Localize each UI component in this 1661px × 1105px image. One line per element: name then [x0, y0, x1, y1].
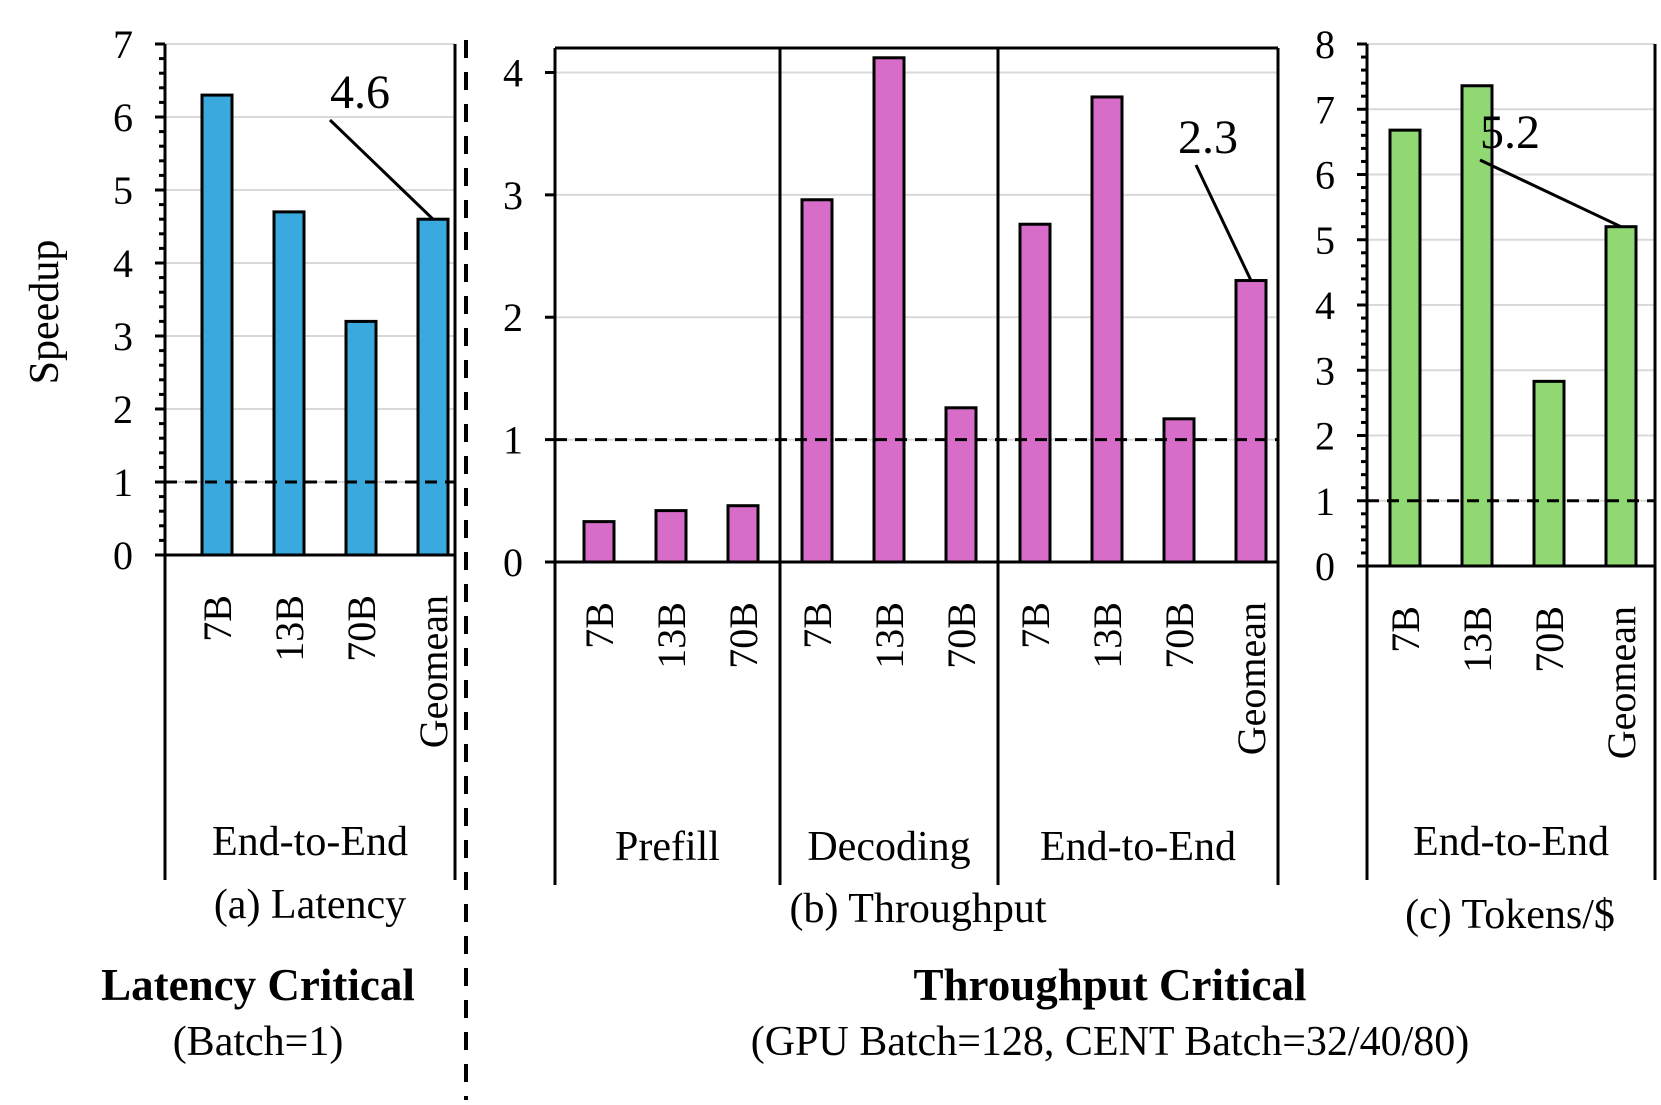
- annotation-leader: [1479, 158, 1622, 229]
- x-tick-label: 70B: [1527, 606, 1572, 673]
- panel-latency: 0 1 2 3 4 5 6 7 7B 13B 70B Geomean End-to-End 4.6 (a) …: [113, 22, 457, 928]
- bar: [872, 56, 906, 564]
- x-tick-label: 7B: [577, 602, 622, 649]
- bar: [654, 509, 688, 564]
- panel-caption: (a) Latency: [214, 882, 406, 928]
- bar: [272, 210, 306, 557]
- x-tick-label: 13B: [1455, 606, 1500, 673]
- bar: [582, 520, 616, 564]
- y-tick-label: 0: [113, 533, 133, 578]
- y-tick-label: 0: [503, 540, 523, 585]
- y-tick-label: 3: [113, 314, 133, 359]
- bar: [344, 319, 378, 557]
- x-tick-label: Geomean: [1599, 606, 1644, 759]
- x-tick-label: 13B: [1085, 602, 1130, 669]
- group-label: End-to-End: [212, 819, 408, 865]
- x-tick-label: 13B: [867, 602, 912, 669]
- y-tick-label: 5: [1315, 218, 1335, 263]
- group-label: Decoding: [807, 824, 970, 870]
- annotation-label: 2.3: [1178, 111, 1238, 164]
- y-tick-label: 7: [1315, 87, 1335, 132]
- y-tick-label: 3: [1315, 348, 1335, 393]
- group-label: End-to-End: [1413, 819, 1609, 865]
- x-tick-label: 70B: [1157, 602, 1202, 669]
- annotation-leader: [1194, 164, 1253, 282]
- y-tick-label: 1: [1315, 479, 1335, 524]
- panel-tokens-per-dollar: 0 1 2 3 4 5 6 7 8 7B 13B 70B Geomean End-to-End 5.2 (c)…: [1315, 22, 1657, 938]
- group-label: End-to-End: [1040, 824, 1236, 870]
- bar: [200, 93, 234, 557]
- throughput-critical-title: Throughput Critical: [914, 960, 1307, 1010]
- y-tick-label: 5: [113, 168, 133, 213]
- panel-caption: (b) Throughput: [789, 886, 1046, 932]
- bar: [1604, 225, 1638, 568]
- y-tick-label: 1: [503, 418, 523, 463]
- x-tick-label: 70B: [721, 602, 766, 669]
- x-tick-label: 13B: [649, 602, 694, 669]
- group-label: Prefill: [615, 824, 720, 870]
- y-tick-label: 8: [1315, 22, 1335, 67]
- x-tick-label: Geomean: [1229, 602, 1274, 755]
- bar: [1018, 222, 1052, 564]
- latency-critical-subtitle: (Batch=1): [173, 1019, 344, 1065]
- y-tick-label: 6: [1315, 153, 1335, 198]
- x-tick-label: 7B: [795, 602, 840, 649]
- annotation-label: 5.2: [1480, 106, 1540, 159]
- x-tick-label: 70B: [939, 602, 984, 669]
- bar: [944, 406, 978, 564]
- y-tick-label: 0: [1315, 544, 1335, 589]
- annotation-leader: [328, 118, 435, 221]
- y-tick-label: 3: [503, 173, 523, 218]
- bar: [1460, 84, 1494, 568]
- y-tick-label: 4: [503, 50, 523, 95]
- bar: [726, 504, 760, 564]
- latency-critical-title: Latency Critical: [101, 960, 415, 1010]
- bar: [1090, 95, 1124, 564]
- bar: [1234, 279, 1268, 564]
- bar: [800, 198, 834, 564]
- panel-caption: (c) Tokens/$: [1405, 892, 1615, 938]
- x-tick-label: 13B: [267, 595, 312, 662]
- bar: [416, 217, 450, 557]
- y-tick-label: 4: [1315, 283, 1335, 328]
- y-tick-label: 1: [113, 460, 133, 505]
- y-tick-label: 2: [1315, 414, 1335, 459]
- y-tick-label: 6: [113, 95, 133, 140]
- annotation-label: 4.6: [330, 66, 390, 119]
- y-tick-label: 2: [503, 295, 523, 340]
- y-axis-label: Speedup: [22, 240, 68, 385]
- panel-throughput: 0 1 2 3 4 7B 13B 70B 7B 13B 70B 7B 13B 70B Geomean Pref…: [503, 46, 1280, 932]
- x-tick-label: 7B: [195, 595, 240, 642]
- bar: [1532, 379, 1566, 568]
- x-tick-label: 7B: [1383, 606, 1428, 653]
- bar: [1162, 417, 1196, 564]
- x-tick-label: Geomean: [411, 595, 456, 748]
- y-tick-label: 2: [113, 387, 133, 432]
- y-tick-label: 4: [113, 241, 133, 286]
- y-tick-label: 7: [113, 22, 133, 67]
- x-tick-label: 70B: [339, 595, 384, 662]
- throughput-critical-subtitle: (GPU Batch=128, CENT Batch=32/40/80): [751, 1019, 1470, 1065]
- x-tick-label: 7B: [1013, 602, 1058, 649]
